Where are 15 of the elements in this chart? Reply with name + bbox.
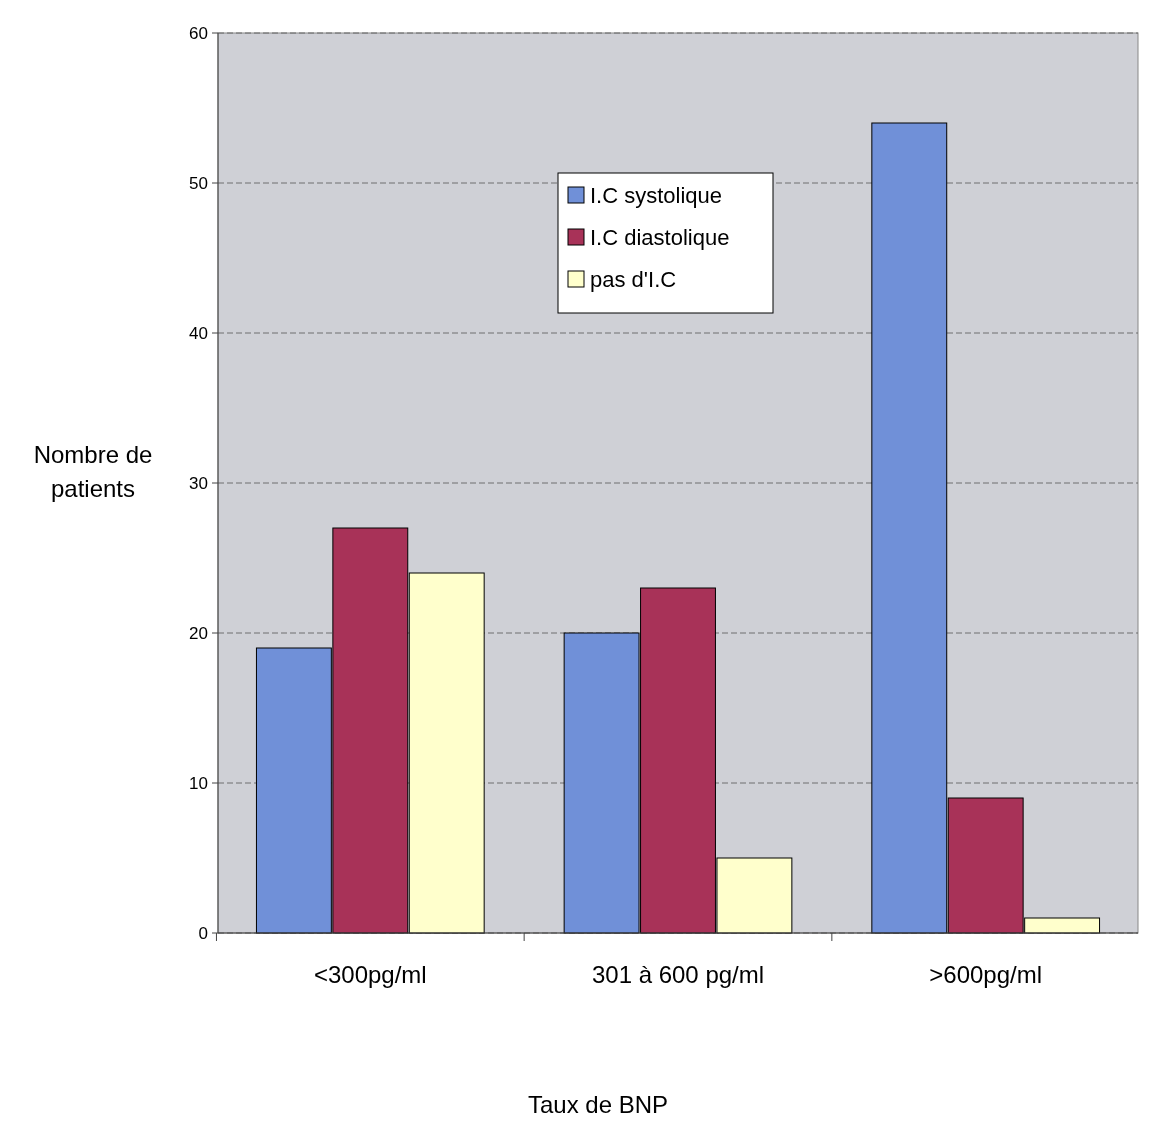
x-tick-label: <300pg/ml <box>313 961 427 988</box>
y-tick-label: 0 <box>198 923 208 943</box>
x-tick-label: >600pg/ml <box>929 961 1043 988</box>
y-axis-title: Nombre de patients <box>33 441 153 502</box>
legend-label: pas d'I.C <box>590 266 677 292</box>
y-tick-label: 40 <box>189 323 208 343</box>
y-tick-label: 10 <box>189 773 208 793</box>
y-tick-label: 20 <box>189 623 208 643</box>
legend-label: I.C diastolique <box>590 224 730 250</box>
legend-label: I.C systolique <box>590 182 723 208</box>
y-tick-label: 60 <box>189 23 208 43</box>
y-tick-label: 50 <box>189 173 208 193</box>
x-tick-label: 301 à 600 pg/ml <box>591 961 765 988</box>
y-tick-label: 30 <box>189 473 208 493</box>
x-axis-title: Taux de BNP <box>527 1091 669 1118</box>
